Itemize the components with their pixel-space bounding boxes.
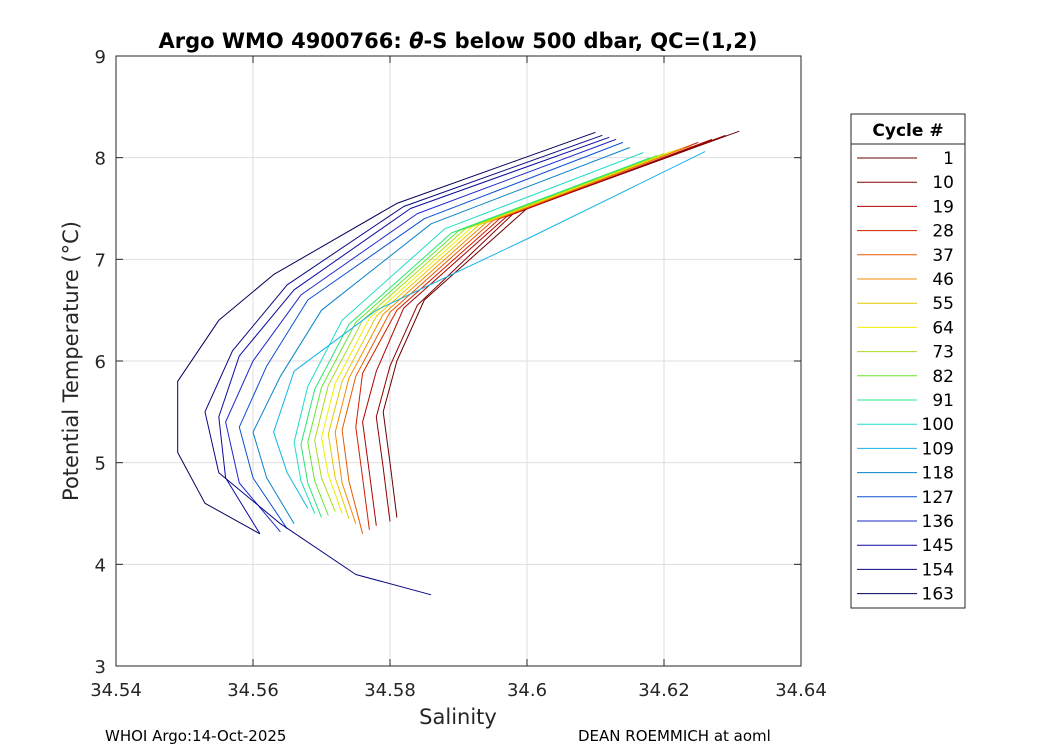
x-tick-label: 34.56 [227, 680, 279, 701]
legend-label-46: 46 [932, 270, 954, 290]
chart-title-suffix: -S below 500 dbar, QC=(1,2) [424, 29, 758, 53]
legend-label-109: 109 [922, 439, 954, 459]
x-tick-label: 34.54 [90, 680, 142, 701]
footer-right: DEAN ROEMMICH at aoml [578, 727, 771, 745]
series-line-cycle-55 [327, 149, 678, 519]
legend-label-28: 28 [932, 222, 954, 242]
y-tick-label: 6 [95, 352, 106, 373]
legend-label-163: 163 [922, 585, 954, 605]
series-line-cycle-109 [273, 151, 706, 509]
legend-box [850, 113, 966, 609]
series-line-cycle-64 [321, 151, 672, 514]
y-tick-label: 5 [95, 454, 106, 475]
legend-label-82: 82 [932, 367, 954, 387]
series-line-cycle-82 [307, 155, 658, 516]
series-line-cycle-91 [300, 157, 651, 518]
y-tick-label: 4 [95, 555, 106, 576]
footer-left: WHOI Argo:14-Oct-2025 [105, 727, 286, 745]
chart-title-theta: θ [409, 29, 423, 53]
legend-title: Cycle # [872, 121, 943, 141]
legend-label-55: 55 [932, 294, 954, 314]
legend-label-154: 154 [922, 560, 954, 580]
legend-label-118: 118 [922, 464, 954, 484]
legend-label-73: 73 [932, 343, 954, 363]
legend-entries: 1 10 19 28 37 46 55 64 73 82 91 100 109 118 127 136 145 1… [857, 149, 954, 605]
legend-label-19: 19 [932, 197, 954, 217]
legend-label-91: 91 [932, 391, 954, 411]
legend-label-136: 136 [922, 512, 954, 532]
legend-label-100: 100 [922, 415, 954, 435]
series-line-cycle-127 [238, 141, 624, 530]
series-line-cycle-118 [252, 147, 630, 524]
series-line-cycle-100 [293, 152, 644, 514]
y-tick-label: 9 [95, 47, 106, 68]
x-tick-label: 34.62 [638, 680, 690, 701]
tick-marks [115, 55, 802, 667]
x-tick-labels: 34.54 34.56 34.58 34.6 34.62 34.64 [90, 680, 827, 701]
y-tick-labels: 3 4 5 6 7 8 9 [95, 47, 106, 678]
legend-label-37: 37 [932, 246, 954, 266]
series-line-cycle-37 [341, 145, 692, 534]
legend-label-127: 127 [922, 488, 954, 508]
y-tick-label: 3 [95, 657, 106, 678]
chart-title-prefix: Argo WMO 4900766: [158, 29, 409, 53]
series-line-cycle-136 [225, 138, 617, 533]
y-tick-label: 7 [95, 250, 106, 271]
series-line-cycle-19 [362, 138, 713, 526]
legend-label-145: 145 [922, 536, 954, 556]
legend: Cycle # 1 10 19 28 37 46 55 64 73 82 91 100 109 118 12… [850, 113, 966, 609]
series-line-cycle-163 [177, 131, 596, 535]
x-tick-label: 34.6 [507, 680, 547, 701]
x-tick-label: 34.64 [775, 680, 827, 701]
x-axis-label: Salinity [419, 705, 497, 729]
legend-label-1: 1 [943, 149, 954, 169]
series-line-cycle-154 [204, 134, 603, 596]
y-tick-label: 8 [95, 149, 106, 170]
series-layer [177, 130, 740, 596]
x-tick-label: 34.58 [364, 680, 416, 701]
legend-label-64: 64 [932, 318, 954, 338]
y-axis-label: Potential Temperature (°C) [59, 221, 83, 501]
series-line-cycle-28 [355, 141, 699, 530]
legend-label-10: 10 [932, 173, 954, 193]
chart-title: Argo WMO 4900766: θ-S below 500 dbar, QC… [158, 29, 757, 53]
